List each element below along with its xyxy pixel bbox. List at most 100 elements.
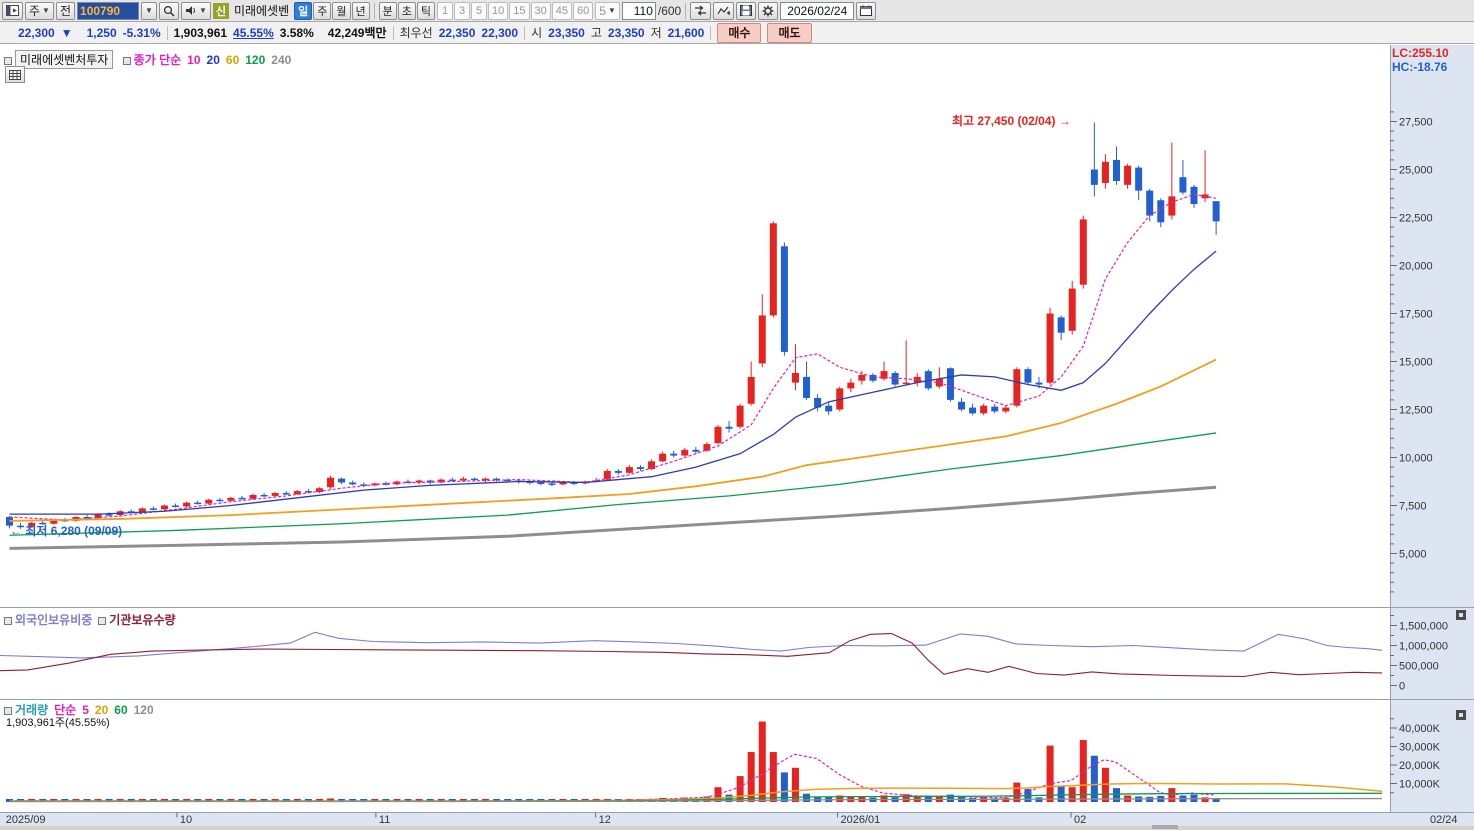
- chevron-down-icon: ▼: [145, 5, 153, 15]
- grid-tool-button[interactable]: [5, 66, 25, 83]
- svg-text:11: 11: [379, 814, 390, 826]
- minute-button-10[interactable]: 10: [488, 1, 509, 20]
- legend-item-5: 5: [82, 703, 89, 717]
- left-arrow-icon: ←: [10, 524, 22, 538]
- panel2-legend-기관보유수량: 기관보유수량: [109, 613, 176, 627]
- minute-button-15[interactable]: 15: [509, 1, 530, 20]
- price-change-pct: -5.31%: [122, 25, 161, 40]
- hc-value: HC:-18.76: [1392, 60, 1448, 74]
- info-separator: [166, 25, 168, 40]
- chevron-down-icon: ▼: [42, 5, 50, 15]
- tick-button-초[interactable]: 초: [397, 1, 416, 20]
- best-bid: 22,300: [481, 25, 519, 40]
- jeon-button[interactable]: 전: [55, 1, 76, 20]
- toolbar-separator: [373, 2, 375, 19]
- turnover-pct: 3.58%: [279, 25, 314, 40]
- info-separator: [392, 25, 394, 40]
- minute-button-5[interactable]: 5: [471, 1, 488, 20]
- sell-button[interactable]: 매도: [767, 22, 812, 43]
- period-button-월[interactable]: 월: [332, 1, 351, 20]
- minute-button-60[interactable]: 60: [573, 1, 594, 20]
- panel2-collapse-button[interactable]: [1456, 610, 1466, 620]
- svg-text:7,500: 7,500: [1399, 501, 1427, 513]
- minute-combo[interactable]: 5 ▼: [595, 1, 620, 20]
- minute-combo-value: 5: [599, 3, 606, 18]
- volume-legend: 거래량 단순 5 20 60 120: [4, 701, 160, 718]
- lc-value: LC:255.10: [1392, 46, 1449, 60]
- panel2-legend-외국인보유비중: 외국인보유비중: [15, 613, 93, 627]
- tick-button-분[interactable]: 분: [378, 1, 397, 20]
- legend-marker-icon: [122, 56, 131, 65]
- legend-item-20: 20: [94, 703, 109, 717]
- save-chart-button[interactable]: [736, 1, 757, 20]
- stock-name-short: 미래에셋벤: [233, 4, 290, 18]
- code-dropdown-button[interactable]: ▼: [141, 1, 158, 20]
- volume-value: 1,903,961: [173, 25, 228, 40]
- period-type-combo[interactable]: 주 ▼: [25, 1, 54, 20]
- speaker-icon: [186, 6, 196, 15]
- minute-button-30[interactable]: 30: [530, 1, 551, 20]
- svg-text:1,000,000: 1,000,000: [1399, 641, 1448, 653]
- svg-text:1,500,000: 1,500,000: [1399, 621, 1448, 633]
- svg-text:0: 0: [1399, 681, 1405, 693]
- legend-marker-icon: [4, 56, 12, 65]
- high-annotation: 최고 27,450 (02/04) →: [952, 112, 1071, 129]
- minute-button-45[interactable]: 45: [551, 1, 573, 20]
- svg-text:2025/09: 2025/09: [6, 814, 46, 826]
- minute-button-1[interactable]: 1: [437, 1, 454, 20]
- lc-hc-readout: LC:255.10 HC:-18.76: [1392, 46, 1449, 74]
- legend-marker-icon: [4, 706, 12, 715]
- holdings-lines-layer: [0, 631, 1383, 678]
- volume-ratio: 45.55%: [233, 25, 274, 40]
- best-quote-label: 최우선: [399, 26, 433, 40]
- tick-button-틱[interactable]: 틱: [416, 1, 436, 20]
- minute-button-3[interactable]: 3: [454, 1, 471, 20]
- panel-toggle-button[interactable]: [2, 1, 23, 20]
- stock-code-input[interactable]: [77, 1, 140, 20]
- chevron-down-icon: ▼: [199, 5, 207, 15]
- main-chart-legend: 미래에셋벤처투자 종가 단순 10 20 60 120 240: [4, 50, 297, 69]
- low-price: 21,600: [667, 25, 705, 40]
- panel3-collapse-button[interactable]: [1456, 710, 1466, 720]
- svg-text:20,000: 20,000: [1399, 261, 1433, 273]
- add-indicator-button[interactable]: [713, 1, 735, 20]
- period-button-주[interactable]: 주: [313, 1, 332, 20]
- bar-count-total: /600: [657, 3, 682, 18]
- chevron-down-icon: ▼: [607, 5, 616, 15]
- svg-text:15,000: 15,000: [1399, 357, 1433, 369]
- period-button-년[interactable]: 년: [351, 1, 370, 20]
- svg-text:20,000K: 20,000K: [1399, 760, 1441, 772]
- open-price: 23,350: [548, 25, 585, 40]
- legend-item-240: 240: [271, 53, 292, 67]
- legend-item-120: 120: [133, 703, 154, 717]
- svg-text:27,500: 27,500: [1399, 117, 1433, 129]
- svg-text:10: 10: [180, 814, 192, 826]
- calendar-icon: [860, 5, 873, 16]
- price-change: 1,250: [86, 25, 117, 40]
- compare-chart-button[interactable]: [690, 1, 712, 20]
- svg-text:2026/01: 2026/01: [840, 814, 880, 826]
- info-separator: [524, 25, 526, 40]
- chart-settings-button[interactable]: [758, 1, 779, 20]
- right-arrow-icon: →: [1058, 114, 1071, 128]
- period-button-일[interactable]: 일: [294, 1, 313, 20]
- gear-icon: [762, 5, 774, 16]
- legend-item-60: 60: [114, 703, 128, 717]
- search-icon: [163, 5, 175, 17]
- stock-search-button[interactable]: [159, 1, 180, 20]
- high-annotation-text: 최고 27,450 (02/04): [952, 114, 1056, 128]
- bar-count-input[interactable]: [621, 1, 656, 20]
- svg-text:12: 12: [599, 814, 611, 826]
- sound-alert-button[interactable]: ▼: [181, 1, 211, 20]
- calendar-button[interactable]: [856, 1, 877, 20]
- svg-text:17,500: 17,500: [1399, 309, 1433, 321]
- stock-name-legend[interactable]: 미래에셋벤처투자: [15, 50, 114, 69]
- scrollbar-thumb[interactable]: [1152, 825, 1178, 829]
- legend-item-단순: 단순: [54, 703, 77, 717]
- buy-button[interactable]: 매수: [717, 22, 762, 43]
- open-label: 시: [531, 26, 543, 40]
- chart-date-input[interactable]: [780, 1, 855, 20]
